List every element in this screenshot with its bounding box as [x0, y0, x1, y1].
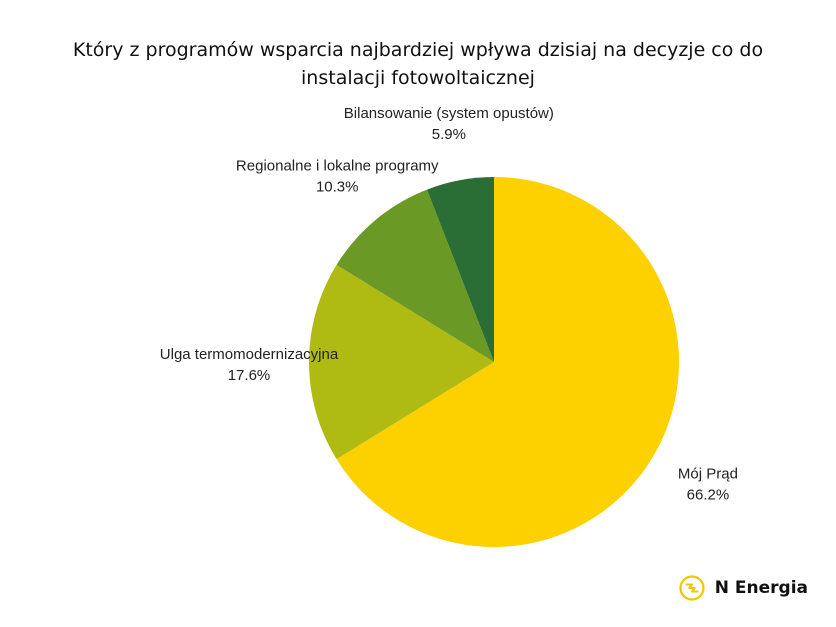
- pie-slices: [308, 177, 679, 548]
- slice-value-label: 10.3%: [316, 179, 359, 196]
- slice-label: Bilansowanie (system opustów): [344, 105, 554, 122]
- slice-label: Ulga termomodernizacyjna: [160, 346, 339, 363]
- slice-label-group-ulga-termomodernizacyjna: Ulga termomodernizacyjna 17.6%: [160, 346, 339, 384]
- chart-title-line-2: instalacji fotowoltaicznej: [301, 67, 535, 89]
- pie-slice-ulga-termomodernizacyjna: [308, 264, 494, 460]
- chart-title-line-1: Który z programów wsparcia najbardziej w…: [73, 39, 763, 61]
- chart-title: Który z programów wsparcia najbardziej w…: [73, 39, 763, 89]
- n-energia-logo-icon: [679, 575, 705, 601]
- slice-label-group-moj-prad: Mój Prąd 66.2%: [678, 465, 738, 503]
- brand-name: N Energia: [714, 578, 808, 598]
- pie-slice-bilansowanie-system-opustow: [426, 177, 494, 362]
- pie-labels: Mój Prąd 66.2% Ulga termomodernizacyjna 17.…: [160, 105, 738, 503]
- brand: N Energia: [679, 575, 808, 601]
- slice-value-label: 17.6%: [228, 367, 271, 384]
- slice-label-group-bilansowanie-system-opustow: Bilansowanie (system opustów) 5.9%: [344, 105, 554, 143]
- pie-slice-moj-prad: [336, 177, 679, 548]
- slice-value-label: 5.9%: [432, 126, 466, 143]
- pie-slice-regionalne-i-lokalne-programy: [336, 189, 494, 362]
- slice-label-group-regionalne-i-lokalne-programy: Regionalne i lokalne programy 10.3%: [236, 158, 439, 196]
- slice-label: Regionalne i lokalne programy: [236, 158, 439, 175]
- slice-label: Mój Prąd: [678, 465, 738, 482]
- slice-value-label: 66.2%: [687, 486, 730, 503]
